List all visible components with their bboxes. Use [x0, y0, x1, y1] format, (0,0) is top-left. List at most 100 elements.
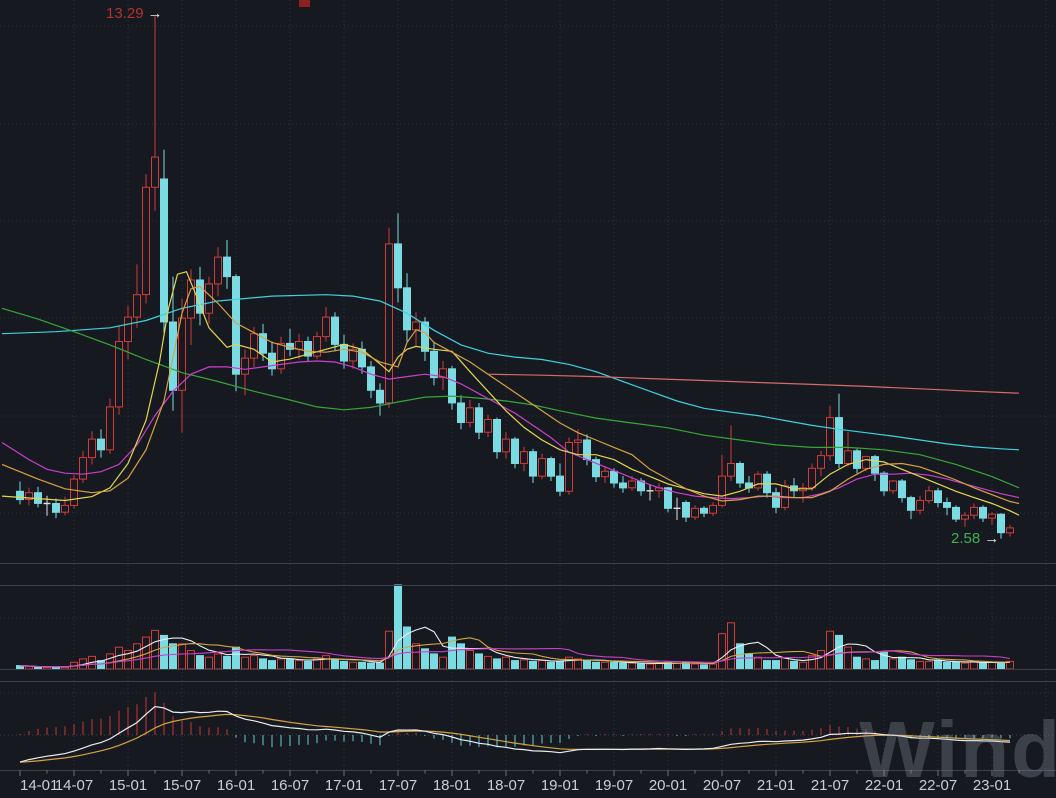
volume-bar — [196, 655, 204, 670]
volume-bar — [304, 660, 312, 670]
candle-body — [439, 368, 447, 379]
axis-label: 18-01 — [433, 777, 471, 794]
volume-bar — [277, 658, 285, 670]
volume-bar — [763, 660, 771, 670]
axis-label: 17-01 — [325, 777, 363, 794]
ma-line-ma-green — [1, 307, 1020, 489]
axis-label: 16-07 — [271, 777, 309, 794]
volume-bar — [106, 653, 114, 670]
volume-bar — [295, 660, 303, 670]
volume-bar — [34, 666, 42, 670]
volume-bar — [862, 658, 870, 670]
candle-body — [862, 456, 870, 469]
volume-bar — [484, 655, 492, 670]
candle-body — [988, 513, 996, 519]
volume-bar — [466, 650, 474, 670]
candle-body — [592, 459, 600, 478]
panel-borders — [0, 563, 1056, 771]
volume-bar — [988, 661, 996, 670]
candle-body — [736, 463, 744, 484]
volume-bar — [547, 661, 555, 670]
candle-body — [466, 407, 474, 423]
volume-bar — [493, 658, 501, 670]
volume-bar — [394, 584, 402, 670]
candle-body — [556, 475, 564, 492]
candle-body — [313, 336, 321, 357]
candle-body — [907, 497, 915, 511]
volume-bar — [601, 661, 609, 670]
candle-body — [250, 333, 258, 359]
volume-panel — [16, 584, 1014, 670]
candle-body — [583, 439, 591, 460]
volume-bar — [250, 655, 258, 670]
macd-panel — [19, 692, 1011, 763]
candle-body — [835, 417, 843, 465]
volume-ma-line-vol_ma5 — [19, 626, 1011, 668]
volume-bar — [214, 653, 222, 670]
candle-body — [916, 500, 924, 511]
volume-bar — [223, 655, 231, 670]
volume-bar — [178, 643, 186, 670]
candle-body — [565, 442, 573, 492]
candle-body — [934, 490, 942, 503]
volume-bar — [898, 656, 906, 670]
candle-body — [889, 480, 897, 492]
candle-body — [727, 463, 735, 477]
axis-label: 15-01 — [109, 777, 147, 794]
candle-body — [115, 341, 123, 408]
candle-body — [16, 490, 24, 501]
candle-body — [106, 406, 114, 451]
candle-body — [529, 451, 537, 477]
axis-label: 18-07 — [487, 777, 525, 794]
volume-bar — [844, 646, 852, 670]
candle-body — [817, 455, 825, 469]
volume-bar — [268, 660, 276, 670]
candle-body — [610, 470, 618, 484]
candle-body — [205, 283, 213, 314]
volume-bar — [322, 655, 330, 670]
volume-bar — [781, 657, 789, 670]
axis-label: 20-07 — [703, 777, 741, 794]
volume-bar — [331, 658, 339, 670]
candle-body — [322, 316, 330, 338]
candle-body — [718, 475, 726, 506]
candle-body — [151, 156, 159, 188]
candle-body — [979, 506, 987, 519]
volume-bar — [439, 656, 447, 670]
volume-bar — [871, 660, 879, 670]
candle-body — [898, 480, 906, 499]
axis-label: 17-07 — [379, 777, 417, 794]
candle-body — [232, 276, 240, 375]
candle-body — [484, 419, 492, 433]
candle-body — [349, 348, 357, 362]
candle-body — [25, 492, 33, 501]
candle-body — [259, 333, 267, 354]
volume-bar — [502, 656, 510, 670]
candle-body — [1006, 527, 1014, 534]
volume-bar — [727, 622, 735, 670]
macd-dea-line — [19, 713, 1011, 763]
volume-bar — [520, 659, 528, 670]
volume-bar — [115, 646, 123, 670]
candle-body — [52, 503, 60, 513]
clipped-marker — [299, 0, 310, 7]
candle-body — [367, 366, 375, 391]
candle-body — [808, 467, 816, 489]
candle-body — [97, 438, 105, 451]
candle-body — [394, 243, 402, 289]
volume-bar — [61, 666, 69, 670]
candle-body — [619, 482, 627, 489]
candle-body — [430, 350, 438, 379]
volume-bar — [25, 666, 33, 670]
axis-label: 22-07 — [919, 777, 957, 794]
candle-body — [664, 487, 672, 509]
candle-body — [952, 506, 960, 520]
candle-body — [826, 417, 834, 457]
candle-body — [502, 438, 510, 453]
candle-body — [844, 450, 852, 464]
candle-body — [754, 473, 762, 489]
candle-body — [709, 504, 717, 514]
candle-body — [196, 279, 204, 314]
axis-label: 21-07 — [811, 777, 849, 794]
